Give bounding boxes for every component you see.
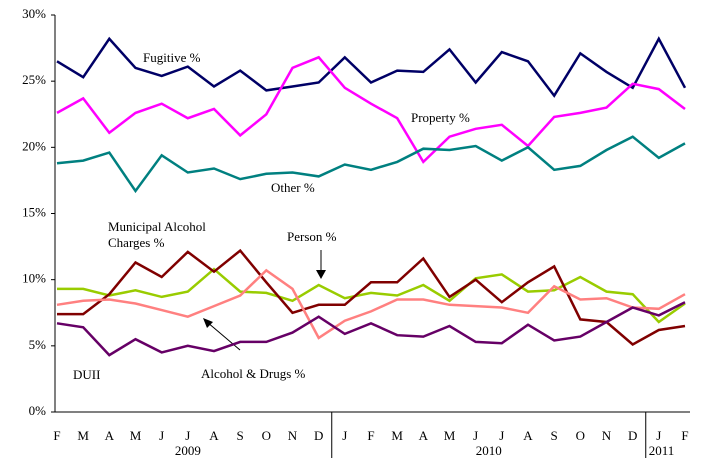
x-tick-label: M [444, 428, 456, 443]
y-tick-label: 30% [22, 6, 46, 21]
y-tick-label: 15% [22, 204, 46, 219]
series-label: DUII [73, 367, 101, 382]
x-tick-label: S [551, 428, 558, 443]
series-label: Alcohol & Drugs % [201, 366, 306, 381]
group-label: 2009 [175, 443, 201, 458]
series-label: Fugitive % [143, 50, 201, 65]
x-tick-label: N [288, 428, 298, 443]
x-tick-label: A [209, 428, 219, 443]
y-tick-label: 25% [22, 72, 46, 87]
x-tick-label: M [391, 428, 403, 443]
series-line [56, 135, 686, 194]
series-line [56, 301, 686, 357]
series-line [56, 36, 687, 98]
x-tick-label: D [628, 428, 637, 443]
series-line [56, 55, 686, 164]
series-label: Property % [411, 110, 470, 125]
x-tick-label: O [262, 428, 271, 443]
x-tick-label: J [342, 428, 347, 443]
x-tick-label: N [602, 428, 612, 443]
y-tick-label: 20% [22, 138, 46, 153]
series-line [57, 248, 686, 347]
x-tick-label: A [105, 428, 115, 443]
x-tick-label: M [77, 428, 89, 443]
x-tick-label: O [576, 428, 585, 443]
series-label: Other % [271, 180, 315, 195]
y-tick-label: 0% [29, 403, 47, 418]
series-line [56, 268, 686, 340]
series-label: Municipal Alcohol Charges % [108, 219, 206, 250]
x-tick-label: M [130, 428, 142, 443]
x-tick-label: D [314, 428, 323, 443]
arrow-head [316, 270, 326, 279]
arrow-head [203, 318, 213, 328]
x-tick-label: S [237, 428, 244, 443]
y-tick-label: 10% [22, 271, 46, 286]
x-tick-label: J [499, 428, 504, 443]
series-label: Person % [287, 229, 337, 244]
x-tick-label: A [523, 428, 533, 443]
y-tick-label: 5% [29, 337, 47, 352]
x-tick-label: J [159, 428, 164, 443]
group-label: 2010 [476, 443, 502, 458]
x-tick-label: J [656, 428, 661, 443]
x-tick-label: A [419, 428, 429, 443]
group-label: 2011 [649, 443, 675, 458]
arrow [206, 321, 241, 351]
series-line [57, 267, 686, 324]
x-tick-label: F [367, 428, 374, 443]
x-tick-label: J [473, 428, 478, 443]
x-tick-label: F [53, 428, 60, 443]
x-tick-label: J [185, 428, 190, 443]
x-tick-label: F [681, 428, 688, 443]
